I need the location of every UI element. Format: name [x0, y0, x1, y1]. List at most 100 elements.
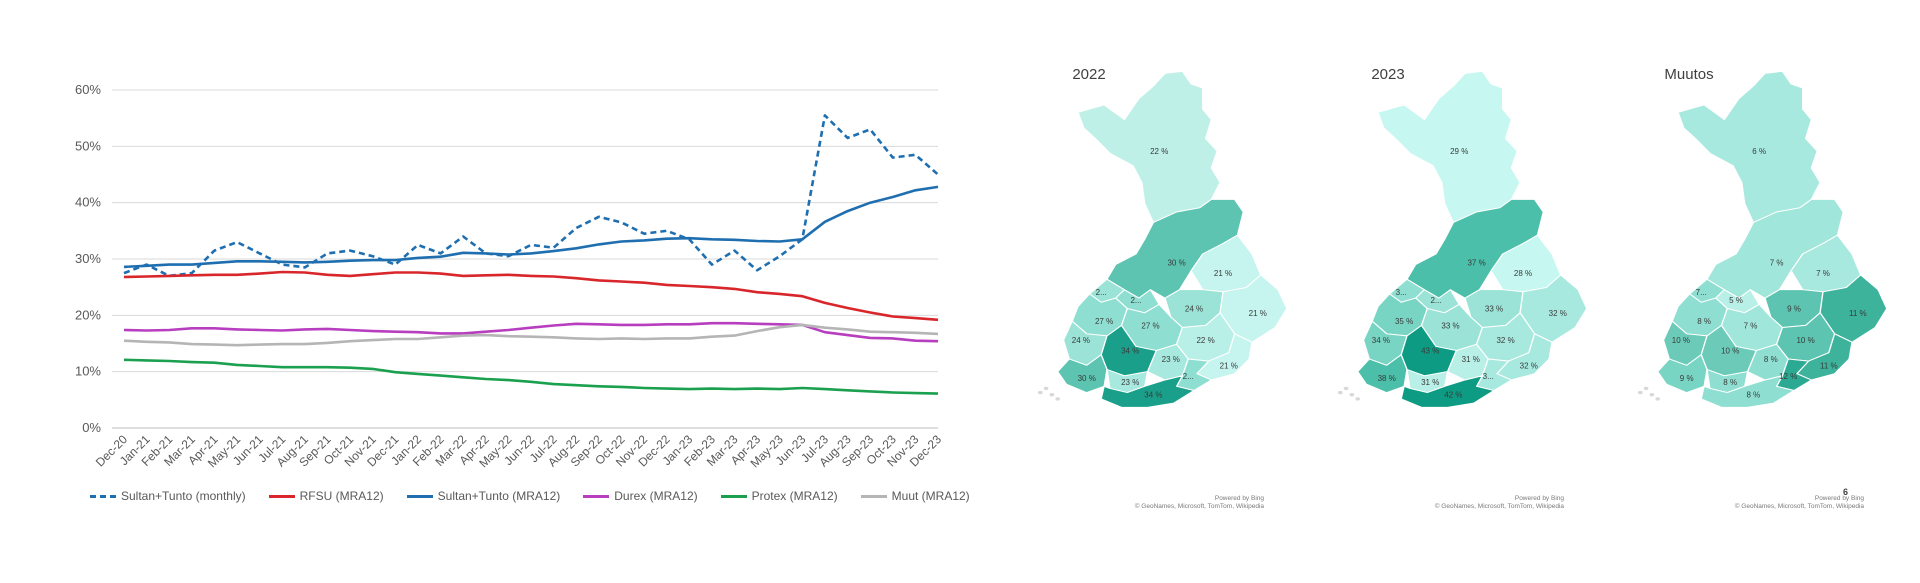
region-value-label: 7 % [1744, 321, 1758, 330]
y-tick-label: 50% [75, 138, 101, 153]
y-tick-label: 60% [75, 82, 101, 97]
archipelago-island [1649, 393, 1655, 397]
legend-swatch [720, 494, 747, 498]
region-value-label: 9 % [1680, 374, 1694, 383]
map-region [1100, 375, 1195, 408]
region-value-label: 22 % [1196, 336, 1214, 345]
region-value-label: 31 % [1421, 378, 1439, 387]
map-region [1106, 198, 1244, 299]
region-value-label: 21 % [1220, 361, 1238, 370]
region-value-label: 8 % [1697, 317, 1711, 326]
region-value-label: 22 % [1150, 147, 1168, 156]
series-line-sultan-tunto-mra12 [123, 185, 939, 269]
map-region [1677, 70, 1821, 223]
region-value-label: 2... [1130, 296, 1141, 305]
credit-sources: © GeoNames, Microsoft, TomTom, Wikipedia [1134, 503, 1264, 510]
region-value-label: 43 % [1421, 347, 1439, 356]
archipelago-island [1037, 390, 1043, 395]
legend-item: Sultan+Tunto (monthly) [90, 489, 246, 503]
archipelago-island [1349, 393, 1355, 397]
y-tick-label: 40% [75, 195, 101, 210]
legend-label: Sultan+Tunto (MRA12) [437, 489, 561, 503]
region-value-label: 2... [1430, 296, 1441, 305]
region-value-label: 8 % [1723, 378, 1737, 387]
region-value-label: 34 % [1144, 391, 1162, 400]
legend-label: Durex (MRA12) [614, 489, 698, 503]
region-value-label: 3... [1396, 288, 1407, 297]
y-tick-label: 10% [75, 364, 101, 379]
y-tick-label: 30% [75, 251, 101, 266]
y-tick-label: 0% [82, 420, 101, 435]
region-value-label: 37 % [1467, 258, 1485, 267]
series-line-rfsu-mra12 [123, 270, 939, 322]
region-value-label: 2... [1096, 288, 1107, 297]
region-value-label: 23 % [1121, 378, 1139, 387]
archipelago-island [1343, 386, 1349, 391]
region-value-label: 33 % [1485, 305, 1503, 314]
region-value-label: 2... [1183, 372, 1194, 381]
region-value-label: 6 % [1752, 147, 1766, 156]
legend-item: Durex (MRA12) [583, 489, 698, 503]
region-value-label: 27 % [1095, 317, 1113, 326]
series-line-muut-mra12 [123, 323, 939, 347]
map-region [1400, 375, 1495, 408]
legend-label: Sultan+Tunto (monthly) [121, 489, 246, 503]
legend-item: RFSU (MRA12) [268, 489, 384, 503]
region-value-label: 31 % [1462, 355, 1480, 364]
region-value-label: 34 % [1372, 336, 1390, 345]
map-credit-2022: Powered by Bing © GeoNames, Microsoft, T… [1024, 495, 1264, 511]
archipelago-island [1355, 397, 1361, 401]
archipelago-island [1049, 393, 1055, 397]
region-value-label: 35 % [1395, 317, 1413, 326]
region-value-label: 32 % [1520, 361, 1538, 370]
map-muutos [1637, 70, 1888, 408]
legend-item: Muut (MRA12) [860, 489, 970, 503]
legend-label: RFSU (MRA12) [299, 489, 384, 503]
legend-swatch [268, 494, 295, 498]
region-value-label: 7 % [1816, 269, 1830, 278]
legend-label: Muut (MRA12) [891, 489, 970, 503]
legend-item: Sultan+Tunto (MRA12) [406, 489, 561, 503]
region-value-label: 10 % [1721, 347, 1739, 356]
archipelago-island [1055, 397, 1061, 401]
credit-sources: © GeoNames, Microsoft, TomTom, Wikipedia [1734, 503, 1864, 510]
map-title-muutos: Muutos [1664, 66, 1714, 83]
map-region [1700, 375, 1795, 408]
legend-swatch [90, 494, 116, 498]
map-credit-2023: Powered by Bing © GeoNames, Microsoft, T… [1324, 495, 1564, 511]
legend-swatch [583, 494, 610, 498]
map-region [1706, 198, 1844, 299]
region-value-label: 8 % [1764, 355, 1778, 364]
credit-powered-by: Powered by Bing [1814, 495, 1864, 502]
region-value-label: 10 % [1672, 336, 1690, 345]
archipelago-island [1655, 397, 1661, 401]
map-title-2023: 2023 [1371, 66, 1405, 83]
credit-sources: © GeoNames, Microsoft, TomTom, Wikipedia [1434, 503, 1564, 510]
region-value-label: 42 % [1444, 391, 1462, 400]
region-value-label: 30 % [1167, 258, 1185, 267]
series-line-protex-mra12 [123, 358, 939, 395]
region-value-label: 10 % [1796, 336, 1814, 345]
region-value-label: 28 % [1514, 269, 1532, 278]
map-credit-muutos: Powered by Bing © GeoNames, Microsoft, T… [1624, 495, 1864, 511]
legend-label: Protex (MRA12) [751, 489, 838, 503]
map-region [1077, 70, 1221, 223]
map-region [1406, 198, 1544, 299]
region-value-label: 12 % [1779, 372, 1797, 381]
region-value-label: 29 % [1450, 147, 1468, 156]
archipelago-island [1337, 390, 1343, 395]
region-value-label: 7... [1696, 288, 1707, 297]
region-value-label: 32 % [1549, 309, 1567, 318]
map-2023 [1337, 70, 1588, 408]
legend-swatch [406, 494, 433, 498]
region-value-label: 8 % [1747, 391, 1761, 400]
map-title-2022: 2022 [1072, 66, 1106, 83]
region-value-label: 5 % [1729, 296, 1743, 305]
region-value-label: 7 % [1770, 258, 1784, 267]
archipelago-island [1637, 390, 1643, 395]
credit-powered-by: Powered by Bing [1514, 495, 1564, 502]
line-chart: 0%10%20%30%40%50%60%Dec-20Jan-21Feb-21Ma… [75, 82, 944, 470]
legend-swatch [860, 494, 887, 498]
region-value-label: 24 % [1185, 305, 1203, 314]
